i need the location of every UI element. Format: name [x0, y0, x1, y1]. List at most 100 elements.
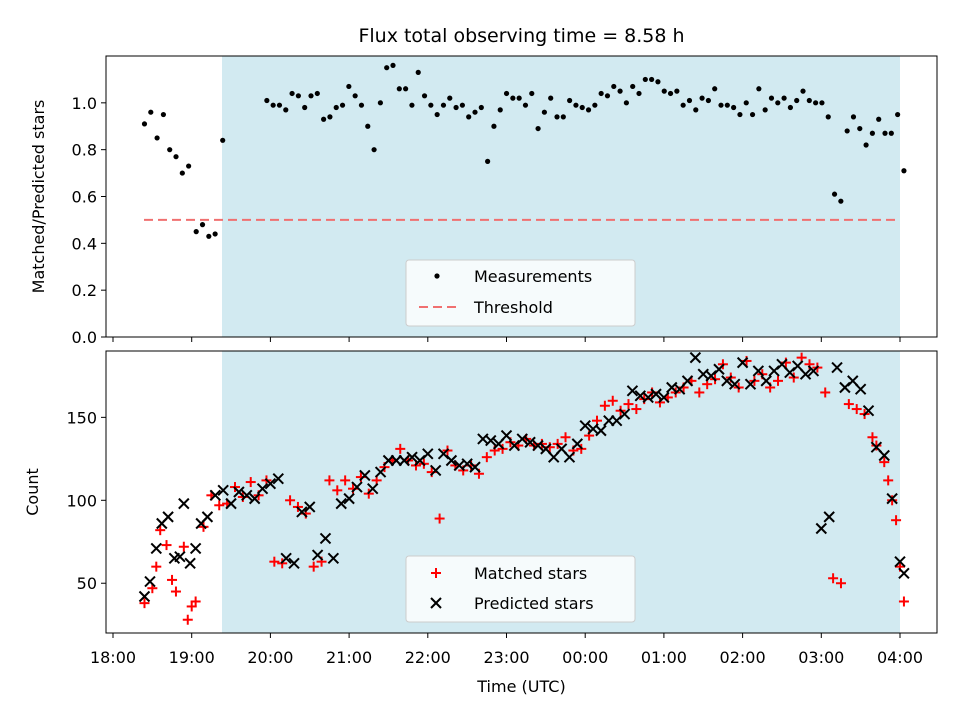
top-y-tick-label: 0.6 [72, 188, 97, 207]
predicted-star-stroke [256, 482, 269, 495]
top-y-tick-label: 0.4 [72, 234, 97, 253]
predicted-star-point [626, 385, 639, 397]
measurement-point [705, 97, 711, 104]
predicted-star-point [878, 449, 890, 462]
predicted-star-stroke [335, 497, 347, 510]
predicted-star-stroke [429, 464, 442, 477]
x-tick-label: 04:00 [877, 648, 923, 667]
legend-matched-label: Matched stars [474, 564, 587, 583]
predicted-star-point [233, 486, 245, 498]
measurement-point [699, 95, 705, 101]
predicted-star-point [225, 497, 237, 510]
predicted-star-point [721, 375, 733, 387]
top-axes-frame [105, 55, 938, 338]
predicted-star-stroke [854, 383, 867, 395]
predicted-star-point [343, 492, 355, 505]
predicted-star-stroke [791, 360, 804, 372]
predicted-star-point [807, 365, 820, 377]
measurement-point [573, 102, 579, 108]
matched-star-point [560, 432, 571, 443]
predicted-star-point [406, 451, 418, 463]
measurement-point [667, 90, 674, 97]
predicted-star-point [288, 557, 300, 570]
matched-star-point [332, 485, 343, 496]
measurement-point [819, 100, 825, 106]
predicted-star-point [256, 482, 269, 495]
x-tick-label: 18:00 [90, 648, 136, 667]
predicted-star-point [445, 454, 458, 467]
measurement-point [579, 104, 585, 111]
measurement-point [560, 114, 566, 120]
measurement-point [516, 95, 522, 101]
predicted-star-stroke [847, 375, 859, 387]
predicted-star-stroke [681, 375, 694, 387]
predicted-star-stroke [398, 454, 410, 467]
predicted-star-stroke [886, 492, 898, 505]
predicted-star-point [311, 549, 324, 561]
predicted-star-point [831, 361, 843, 374]
measurement-point [503, 90, 510, 97]
predicted-star-stroke [437, 448, 450, 460]
predicted-star-stroke [296, 506, 308, 518]
predicted-star-stroke [650, 388, 662, 400]
measurement-point [270, 102, 276, 108]
predicted-star-stroke [248, 492, 261, 505]
measurement-point [466, 114, 472, 120]
measurement-point [787, 104, 793, 111]
measurement-point [289, 90, 295, 97]
predicted-star-point [681, 375, 694, 387]
measurement-point [743, 100, 749, 106]
predicted-star-point [144, 575, 156, 588]
matched-star-point [871, 440, 882, 451]
predicted-star-stroke [870, 441, 883, 453]
matched-star-point [190, 596, 201, 607]
x-tick-label: 20:00 [247, 648, 293, 667]
predicted-star-stroke [618, 408, 631, 420]
measurement-point [371, 147, 377, 153]
bottom-y-tick-label: 100 [66, 491, 97, 510]
predicted-star-stroke [178, 497, 190, 510]
predicted-star-stroke [540, 443, 552, 455]
measurement-point [186, 163, 192, 169]
measurement-point [762, 107, 768, 113]
measurement-point [850, 114, 857, 120]
predicted-star-stroke [422, 448, 434, 460]
measurement-point [478, 104, 484, 111]
predicted-star-stroke [272, 473, 284, 485]
predicted-star-point [280, 552, 292, 565]
measurement-point [731, 104, 737, 111]
predicted-star-stroke [555, 443, 568, 455]
measurement-point [302, 104, 308, 111]
matched-star-point [308, 561, 319, 572]
measurement-point [680, 102, 686, 108]
predicted-star-point [658, 391, 670, 404]
legend-measurements-label: Measurements [474, 267, 592, 286]
bottom-legend-box [405, 555, 636, 623]
measurement-point [167, 147, 173, 153]
measurement-point [264, 97, 270, 104]
predicted-star-stroke [713, 363, 725, 375]
top-y-tick-label: 0.8 [72, 141, 97, 160]
predicted-star-point [563, 451, 576, 463]
matched-star-point [623, 399, 634, 410]
measurement-point [604, 93, 611, 99]
measurement-point [869, 130, 875, 136]
matched-star-point [820, 387, 831, 398]
predicted-star-point [422, 448, 434, 460]
predicted-star-stroke [264, 477, 277, 490]
matched-star-point [851, 404, 862, 415]
matched-star-point [269, 556, 280, 567]
measurement-point [674, 88, 680, 94]
legend-predicted-label: Predicted stars [474, 594, 594, 613]
measurement-point [193, 229, 199, 235]
measurement-point [636, 90, 642, 97]
measurement-point [661, 88, 667, 94]
measurement-point [813, 100, 819, 106]
predicted-star-point [886, 492, 898, 505]
measurement-point [365, 123, 371, 129]
measurement-point [693, 107, 699, 113]
predicted-star-stroke [485, 434, 497, 447]
predicted-star-point [650, 388, 662, 400]
predicted-star-point [799, 368, 812, 380]
measurement-point [352, 93, 358, 99]
